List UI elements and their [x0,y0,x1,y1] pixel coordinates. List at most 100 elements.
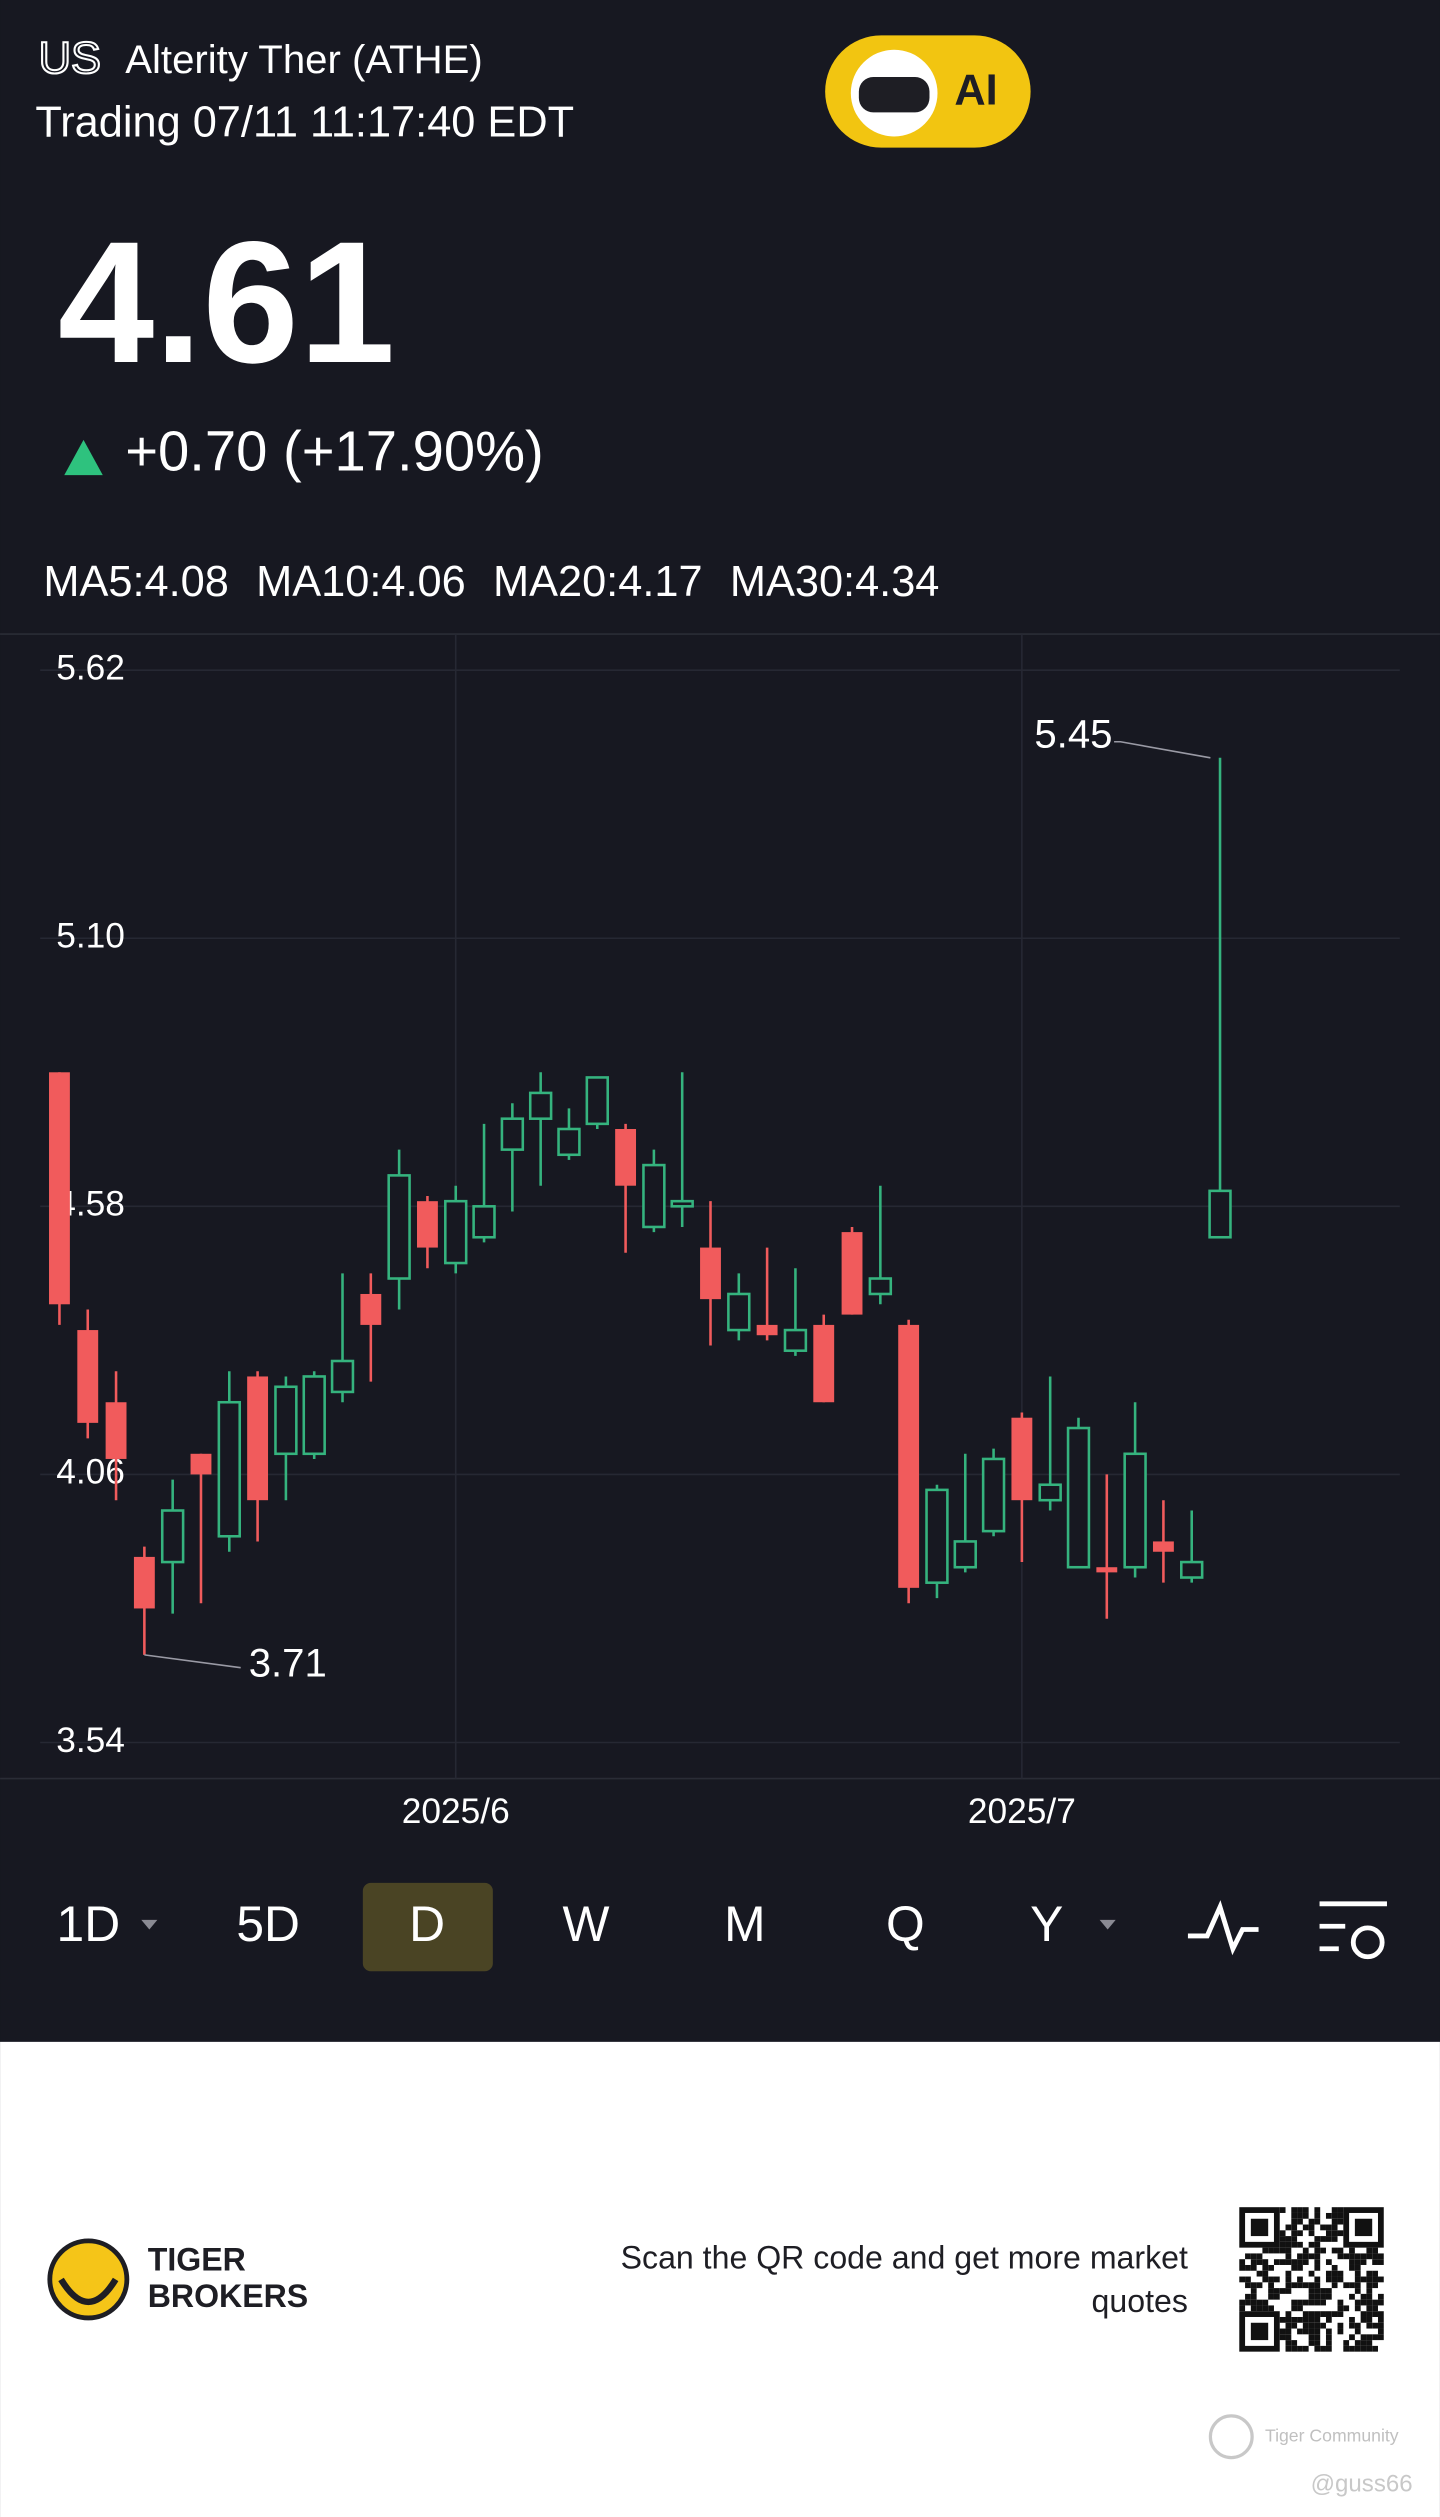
candle-body [247,1376,269,1501]
qr-module [1372,2334,1378,2341]
y-tick-label: 5.62 [56,648,125,687]
qr-module [1245,2253,1251,2260]
ma-legend: MA5:4.08 [43,558,228,606]
qr-module [1354,2299,1361,2306]
qr-module [1314,2334,1321,2341]
qr-module [1279,2236,1286,2242]
candle-body [585,1076,609,1126]
candle-body [1208,1189,1232,1239]
qr-module [1268,2305,1274,2312]
period-button[interactable]: Q [886,1896,925,1952]
qr-module [1325,2276,1332,2283]
qr-module [1360,2299,1367,2306]
qr-module [1268,2282,1274,2289]
qr-module [1372,2322,1378,2329]
qr-module [1354,2340,1361,2346]
settings-gear [1350,1925,1385,1960]
brand-logo-mark [58,2277,119,2306]
qr-module [1273,2259,1280,2265]
qr-module [1331,2247,1338,2254]
qr-module [1354,2270,1361,2277]
qr-module [1377,2316,1384,2323]
qr-module [1308,2224,1315,2231]
period-label: 1D [57,1896,121,1952]
candle-body [49,1072,70,1305]
qr-module [1349,2334,1355,2341]
settings-lines [1319,1901,1387,1952]
period-button[interactable]: W [562,1896,609,1952]
qr-module [1349,2282,1355,2289]
candle-body [387,1174,411,1280]
qr-module [1377,2299,1384,2306]
candle-body [981,1457,1006,1533]
qr-module [1325,2224,1332,2231]
trading-status: Trading 07/11 11:17:40 EDT [35,99,574,147]
period-button[interactable]: 5D [236,1896,300,1952]
qr-module [1285,2345,1292,2352]
qr-module [1331,2230,1338,2237]
qr-module [1372,2259,1378,2265]
candle-body [1180,1560,1204,1579]
qr-module [1279,2207,1286,2213]
period-label: 5D [236,1896,300,1952]
qr-module [1337,2299,1344,2306]
qr-module [1308,2288,1315,2294]
qr-module [1377,2293,1384,2300]
qr-module [1291,2207,1298,2213]
max-annotation: 5.45 [1034,712,1112,757]
indicator-icon[interactable] [1187,1900,1259,1956]
period-label: Q [886,1896,925,1952]
qr-module [1314,2328,1321,2335]
qr-module [1349,2264,1355,2271]
qr-module [1360,2340,1367,2346]
qr-module [1302,2299,1309,2306]
qr-module [1320,2293,1326,2300]
qr-module [1302,2247,1309,2254]
period-button[interactable]: M [724,1896,765,1952]
qr-module [1262,2264,1269,2271]
dropdown-caret [141,1919,158,1930]
candle-body [727,1292,751,1332]
qr-module [1302,2316,1309,2323]
qr-module [1291,2305,1298,2312]
qr-module [1291,2230,1298,2237]
qr-module [1366,2270,1373,2277]
qr-module [1285,2270,1292,2277]
qr-module [1337,2328,1344,2335]
qr-module [1314,2293,1321,2300]
qr-module [1256,2305,1263,2312]
qr-module [1360,2259,1367,2265]
candle-body [642,1163,666,1229]
qr-module [1343,2340,1350,2346]
qr-module [1302,2259,1309,2265]
qr-module [1343,2345,1350,2352]
period-button[interactable]: Y [1030,1896,1116,1952]
candle-body [1096,1567,1118,1573]
period-highlight [362,1882,493,1972]
qr-module [1297,2212,1303,2219]
qr-module [1279,2316,1286,2323]
candle-body [1038,1483,1062,1502]
qr-module [1314,2241,1321,2248]
candle-body [190,1453,212,1475]
qr-module [1377,2311,1384,2317]
qr-module [1349,2253,1355,2260]
settings-icon[interactable] [1319,1901,1387,1960]
ai-button[interactable]: AI [825,35,1031,148]
qr-module [1285,2282,1292,2289]
qr-module [1331,2218,1338,2225]
x-tick-label: 2025/6 [402,1792,510,1831]
qr-module [1372,2253,1378,2260]
qr-module [1302,2282,1309,2289]
qr-module [1360,2253,1367,2260]
candle-body [925,1488,949,1584]
qr-module [1366,2288,1373,2294]
period-button[interactable]: D [362,1882,493,1972]
qr-module [1331,2224,1338,2231]
qr-module [1360,2316,1367,2323]
qr-module [1291,2264,1298,2271]
qr-module [1285,2276,1292,2283]
qr-module [1325,2270,1332,2277]
period-button[interactable]: 1D [57,1896,158,1952]
qr-module [1239,2305,1246,2312]
